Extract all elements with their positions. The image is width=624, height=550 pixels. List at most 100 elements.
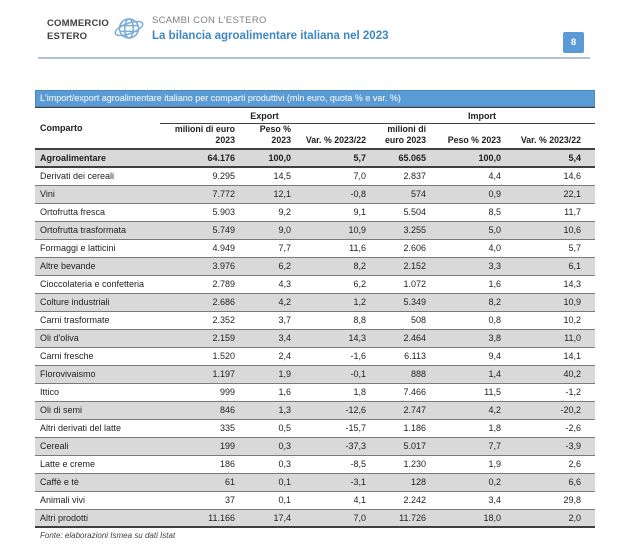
- row-label: Cioccolateria e confetteria: [35, 275, 160, 294]
- row-value: 2.837: [369, 167, 430, 186]
- row-label: Derivati dei cereali: [35, 167, 160, 186]
- row-value: 7,7: [429, 437, 505, 456]
- row-value: 0,1: [238, 473, 294, 492]
- table-caption-banner: L'import/export agroalimentare italiano …: [35, 90, 595, 107]
- row-value: 1.520: [160, 347, 238, 366]
- row-value: 14,5: [238, 167, 294, 186]
- row-value: -8,5: [294, 455, 370, 474]
- row-label: Oli di semi: [35, 401, 160, 420]
- row-value: 1,6: [429, 275, 505, 294]
- column-group-export: Export: [160, 107, 370, 124]
- row-value: 508: [369, 311, 430, 330]
- column-header-import-peso: Peso % 2023: [429, 123, 505, 150]
- table-row: Carni fresche 1.520 2,4 -1,6 6.113 9,4 14,1: [35, 347, 596, 366]
- row-label: Ittico: [35, 383, 160, 402]
- row-value: 7.772: [160, 185, 238, 204]
- row-value: -1,6: [294, 347, 370, 366]
- row-value: 17,4: [238, 509, 294, 528]
- row-value: 4,1: [294, 491, 370, 510]
- row-value: 11,6: [294, 239, 370, 258]
- row-value: 2.242: [369, 491, 430, 510]
- table-row: Florovivaismo 1.197 1,9 -0,1 888 1,4 40,2: [35, 365, 596, 384]
- row-value: 999: [160, 383, 238, 402]
- row-value: -15,7: [294, 419, 370, 438]
- row-value: 29,8: [504, 491, 596, 510]
- row-value: 14,6: [504, 167, 596, 186]
- row-value: 3,3: [429, 257, 505, 276]
- column-header-import-mln-euro: milioni di euro 2023: [369, 123, 430, 150]
- row-label: Altri derivati del latte: [35, 419, 160, 438]
- row-value: 3,8: [429, 329, 505, 348]
- table-header: Comparto Export Import milioni di euro 2…: [35, 107, 596, 150]
- row-label: Ortofrutta trasformata: [35, 221, 160, 240]
- row-value: 7,0: [294, 509, 370, 528]
- row-value: 6,6: [504, 473, 596, 492]
- row-value: 3,7: [238, 311, 294, 330]
- row-value: 199: [160, 437, 238, 456]
- row-value: 14,3: [504, 275, 596, 294]
- row-value: -0,1: [294, 365, 370, 384]
- brand-line-2: ESTERO: [47, 31, 88, 42]
- row-label: Carni fresche: [35, 347, 160, 366]
- row-value: -37,3: [294, 437, 370, 456]
- column-header-import-var: Var. % 2023/22: [504, 123, 596, 150]
- row-label: Animali vivi: [35, 491, 160, 510]
- table-row: Ittico 999 1,6 1,8 7.466 11,5 -1,2: [35, 383, 596, 402]
- table-row: Ortofrutta fresca 5.903 9,2 9,1 5.504 8,5 11,7: [35, 203, 596, 222]
- row-label: Altri prodotti: [35, 509, 160, 528]
- row-value: 22,1: [504, 185, 596, 204]
- table-row: Oli d'oliva 2.159 3,4 14,3 2.464 3,8 11,0: [35, 329, 596, 348]
- document-title: La bilancia agroalimentare italiana nel …: [152, 30, 389, 42]
- table-row: Oli di semi 846 1,3 -12,6 2.747 4,2 -20,2: [35, 401, 596, 420]
- row-value: 1,8: [429, 419, 505, 438]
- row-value: 5,0: [429, 221, 505, 240]
- row-value: 2.606: [369, 239, 430, 258]
- row-value: -0,8: [294, 185, 370, 204]
- row-value: 1,9: [238, 365, 294, 384]
- table-row: Formaggi e latticini 4.949 7,7 11,6 2.606 4,0…: [35, 239, 596, 258]
- row-value: 2.789: [160, 275, 238, 294]
- row-value: 1,6: [238, 383, 294, 402]
- column-header-export-mln-euro: milioni di euro 2023: [160, 123, 238, 150]
- row-value: 4,2: [429, 401, 505, 420]
- row-value: 11,0: [504, 329, 596, 348]
- table-row: Caffè e tè 61 0,1 -3,1 128 0,2 6,6: [35, 473, 596, 492]
- row-value: 65.065: [369, 149, 430, 168]
- row-value: 8,5: [429, 203, 505, 222]
- row-value: 0,9: [429, 185, 505, 204]
- row-value: 64.176: [160, 149, 238, 168]
- row-value: 3,4: [429, 491, 505, 510]
- section-kicker: SCAMBI CON L'ESTERO: [152, 15, 267, 26]
- column-group-import: Import: [369, 107, 596, 124]
- row-value: 1,4: [429, 365, 505, 384]
- row-value: 6,1: [504, 257, 596, 276]
- row-value: 7,7: [238, 239, 294, 258]
- row-value: 5,4: [504, 149, 596, 168]
- row-value: 11.166: [160, 509, 238, 528]
- row-value: 5.749: [160, 221, 238, 240]
- row-label: Agroalimentare: [35, 149, 160, 168]
- row-value: 5,7: [504, 239, 596, 258]
- brand-block: COMMERCIO ESTERO: [47, 17, 109, 43]
- row-value: 8,2: [294, 257, 370, 276]
- row-value: 1,3: [238, 401, 294, 420]
- row-value: 5.017: [369, 437, 430, 456]
- row-value: 4,3: [238, 275, 294, 294]
- row-label: Florovivaismo: [35, 365, 160, 384]
- row-value: 100,0: [429, 149, 505, 168]
- table-row: Altri derivati del latte 335 0,5 -15,7 1.186…: [35, 419, 596, 438]
- row-value: -12,6: [294, 401, 370, 420]
- row-value: 10,9: [504, 293, 596, 312]
- table-body: Agroalimentare 64.176 100,0 5,7 65.065 100,0 5…: [35, 149, 596, 528]
- row-value: 1.072: [369, 275, 430, 294]
- row-value: 2.159: [160, 329, 238, 348]
- row-value: 11,7: [504, 203, 596, 222]
- table-row: Colture industriali 2.686 4,2 1,2 5.349 8,2 10…: [35, 293, 596, 312]
- row-label: Formaggi e latticini: [35, 239, 160, 258]
- table-row: Cioccolateria e confetteria 2.789 4,3 6,2 1.…: [35, 275, 596, 294]
- row-value: 9,2: [238, 203, 294, 222]
- row-value: 2.686: [160, 293, 238, 312]
- row-value: 4,4: [429, 167, 505, 186]
- column-header-comparto: Comparto: [35, 107, 160, 150]
- brand-line-1: COMMERCIO: [47, 18, 109, 29]
